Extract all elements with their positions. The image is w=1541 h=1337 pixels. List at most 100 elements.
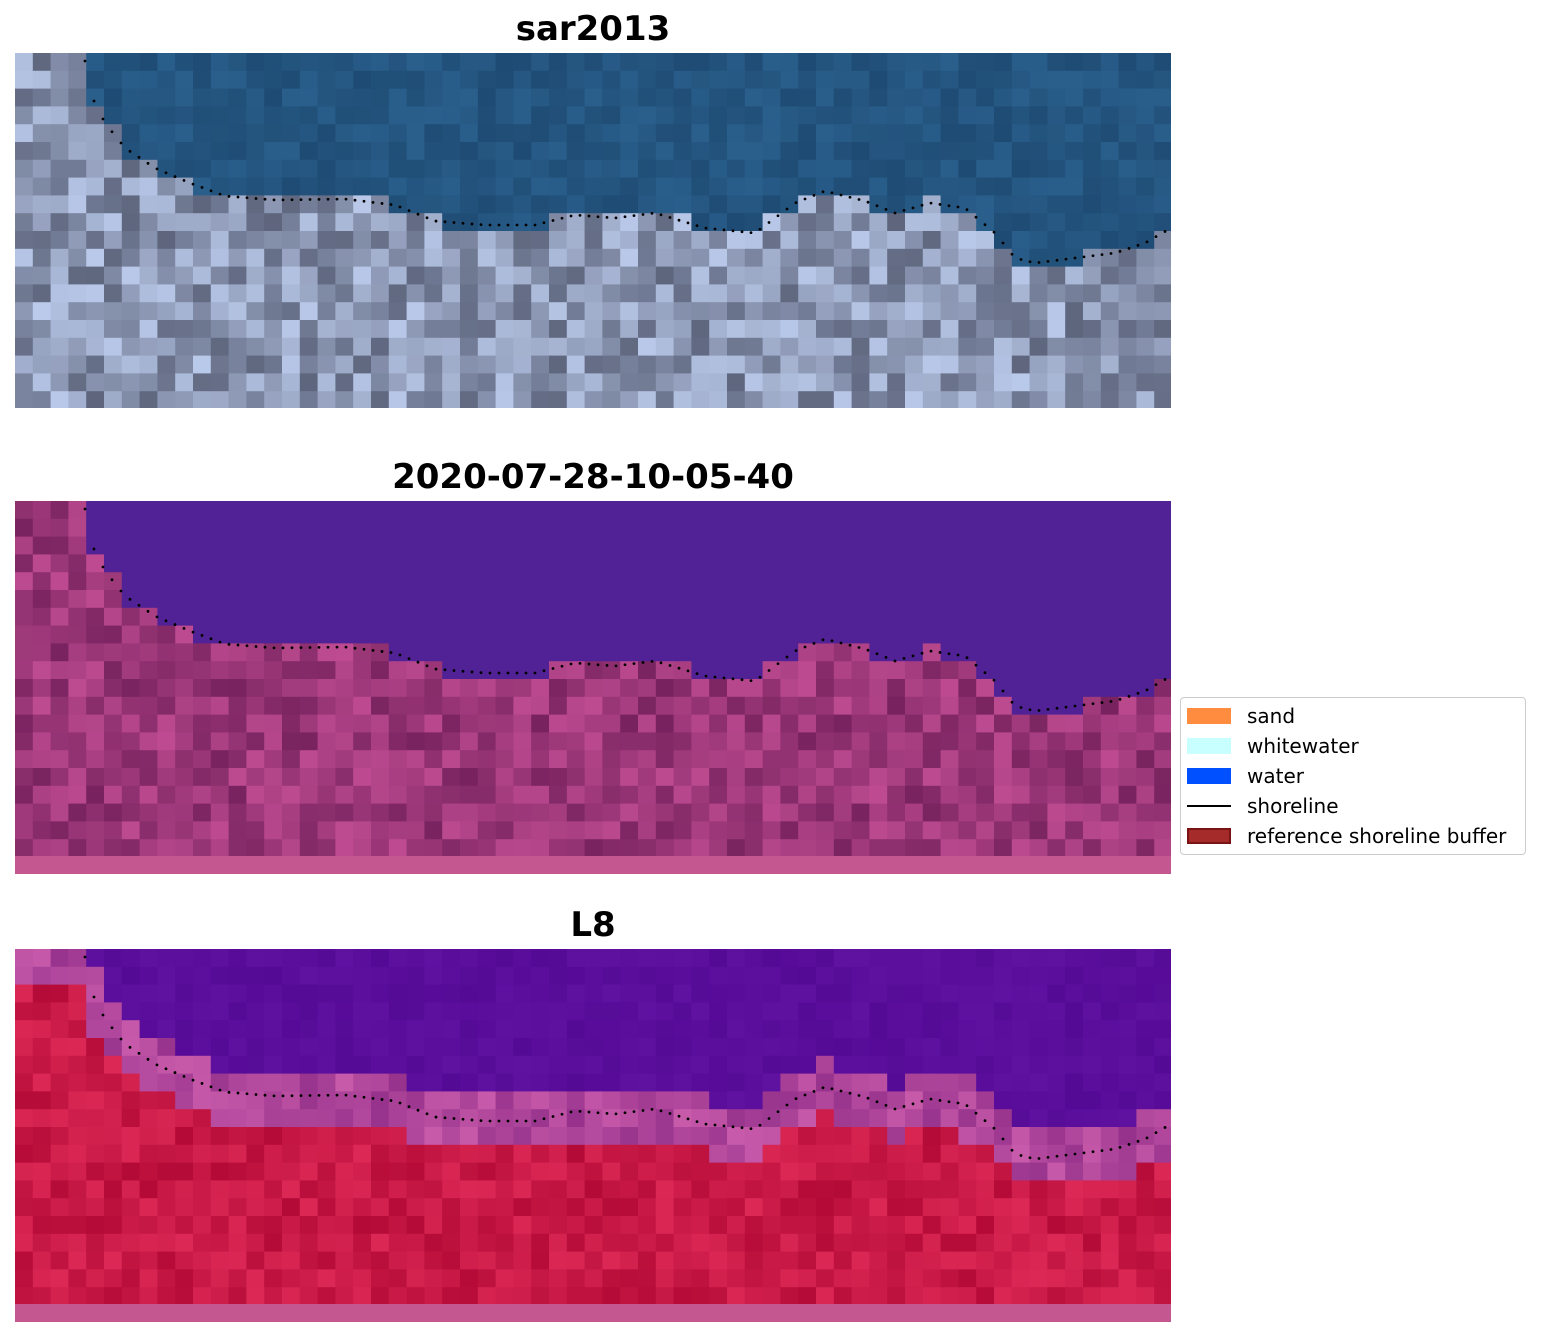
shoreline-point — [434, 1115, 438, 1119]
shoreline-point — [263, 197, 267, 201]
shoreline-point — [929, 201, 933, 205]
shoreline-point — [704, 674, 708, 678]
shoreline-point — [452, 669, 456, 672]
shoreline-point — [425, 216, 429, 220]
shoreline-point — [290, 646, 294, 650]
shoreline-point — [893, 1107, 897, 1111]
shoreline-point — [83, 507, 87, 511]
shoreline-point — [263, 1093, 267, 1097]
shoreline-point — [875, 204, 879, 208]
shoreline-point — [821, 1086, 825, 1090]
shoreline-point — [749, 1127, 753, 1130]
shoreline-point — [1154, 235, 1158, 239]
shoreline-point — [839, 1089, 843, 1093]
panel-title-l8: L8 — [570, 905, 616, 945]
shoreline-point — [632, 1110, 636, 1114]
shoreline-point — [218, 640, 222, 644]
shoreline-point — [1154, 1131, 1158, 1135]
shoreline-point — [551, 219, 555, 222]
shoreline-point — [1073, 256, 1077, 260]
shoreline-point — [389, 203, 393, 206]
shoreline-point — [137, 603, 141, 607]
shoreline-point — [452, 1117, 456, 1120]
shoreline-point — [1109, 1148, 1113, 1151]
shoreline-point — [344, 1093, 348, 1097]
shoreline-point — [560, 1112, 564, 1116]
shoreline-point — [1118, 1145, 1122, 1149]
whitewater-swatch — [1187, 738, 1231, 754]
shoreline-point — [713, 227, 717, 231]
shoreline-point — [866, 648, 870, 652]
shoreline-point — [326, 645, 330, 649]
shoreline-point — [227, 642, 231, 646]
shoreline-point — [1100, 253, 1104, 257]
shoreline-point — [389, 1099, 393, 1102]
shoreline-point — [560, 664, 564, 668]
shoreline-point — [1010, 1148, 1014, 1152]
shoreline-point — [668, 1112, 672, 1115]
shoreline-point — [614, 216, 618, 220]
shoreline-point — [452, 221, 456, 224]
shoreline-point — [308, 646, 312, 649]
shoreline-point — [236, 195, 240, 199]
shoreline-point — [1163, 1126, 1167, 1129]
shoreline-point — [110, 130, 114, 134]
shoreline-point — [200, 186, 204, 189]
shoreline-point — [137, 155, 141, 159]
shoreline-point — [101, 1013, 105, 1017]
shoreline-point — [191, 1078, 195, 1082]
shoreline-point — [227, 1090, 231, 1094]
false-color-image — [15, 949, 1171, 1322]
shoreline-point — [1127, 694, 1131, 698]
shoreline-point — [1055, 706, 1059, 710]
shoreline-point — [1118, 249, 1122, 253]
shoreline-point — [803, 1093, 807, 1097]
shoreline-point — [641, 213, 645, 216]
shoreline-point — [749, 679, 753, 682]
shoreline-point — [785, 655, 789, 659]
shoreline-point — [812, 194, 816, 197]
shoreline-point — [974, 1111, 978, 1115]
shoreline-point — [605, 664, 609, 667]
shoreline-point — [830, 1087, 834, 1091]
shoreline-point — [443, 668, 447, 672]
shoreline-point — [542, 1117, 546, 1121]
shoreline-point — [650, 211, 654, 215]
shoreline-point — [533, 671, 537, 675]
shoreline-point — [281, 1094, 285, 1098]
shoreline-point — [272, 198, 276, 202]
shoreline-point — [119, 1037, 123, 1041]
shoreline-point — [146, 609, 150, 613]
shoreline-point — [1145, 688, 1149, 692]
shoreline-point — [353, 198, 357, 202]
shoreline-point — [650, 1107, 654, 1111]
shoreline-point — [533, 1119, 537, 1123]
shoreline-point — [344, 197, 348, 201]
shoreline-point — [974, 663, 978, 667]
shoreline-point — [587, 214, 591, 218]
shoreline-point — [1127, 246, 1131, 250]
shoreline-point — [191, 182, 195, 186]
shoreline-point — [857, 1094, 861, 1097]
shoreline-point — [218, 192, 222, 196]
shoreline-point — [893, 211, 897, 215]
shoreline-point — [497, 671, 501, 675]
shoreline-point — [443, 220, 447, 224]
shoreline-point — [1001, 689, 1005, 693]
shoreline-point — [137, 1051, 141, 1055]
shoreline-point — [668, 216, 672, 219]
shoreline-dots — [83, 507, 1167, 712]
shoreline-point — [803, 197, 807, 201]
shoreline-point — [848, 1091, 852, 1095]
shoreline-point — [398, 205, 402, 209]
shoreline-point — [947, 204, 951, 208]
shoreline-point — [380, 650, 384, 653]
shoreline-point — [380, 1098, 384, 1101]
shoreline-point — [1136, 691, 1140, 695]
shoreline-point — [317, 645, 321, 649]
shoreline-point — [1064, 705, 1068, 709]
shoreline-point — [101, 565, 105, 569]
shoreline-point — [722, 676, 726, 680]
shoreline-point — [983, 1119, 987, 1123]
shoreline-point — [506, 671, 510, 675]
